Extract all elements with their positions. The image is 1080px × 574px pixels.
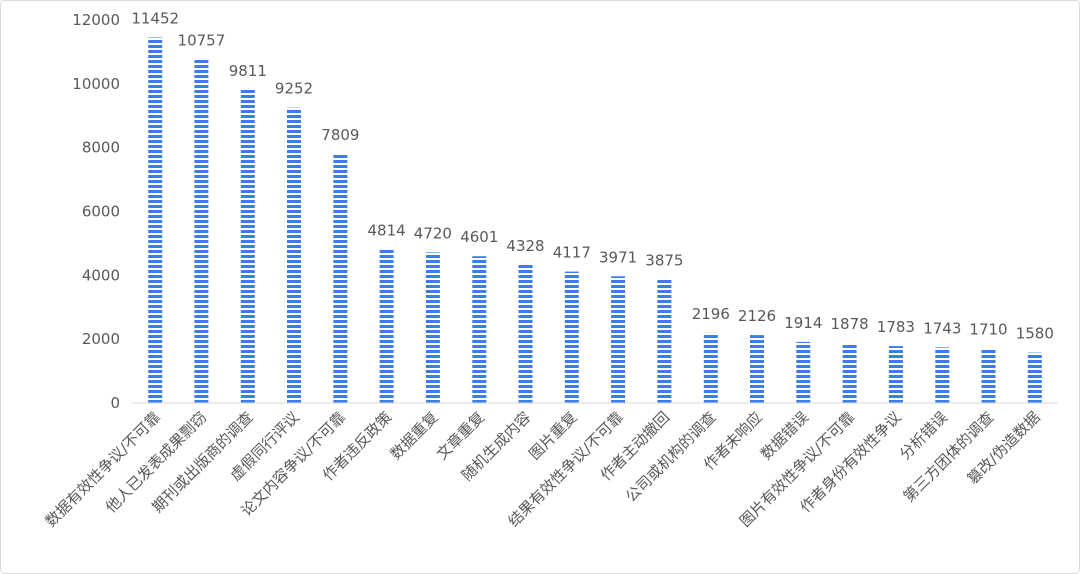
- bar: [796, 341, 811, 403]
- y-tick-label: 4000: [82, 266, 120, 284]
- bar: [611, 276, 626, 403]
- bar: [703, 332, 718, 403]
- bar: [472, 256, 487, 403]
- bar: [657, 279, 672, 403]
- bars: [148, 37, 1042, 404]
- bar: [194, 59, 209, 403]
- y-tick-label: 6000: [82, 203, 120, 221]
- bar: [842, 343, 857, 403]
- data-label: 1783: [877, 318, 915, 336]
- data-label: 9252: [275, 80, 313, 98]
- data-label: 7809: [321, 126, 359, 144]
- data-label: 1743: [923, 319, 961, 337]
- data-label: 9811: [229, 62, 267, 80]
- bar: [148, 37, 163, 403]
- y-tick-label: 10000: [72, 75, 120, 93]
- data-label: 1580: [1016, 325, 1054, 343]
- data-label: 3875: [645, 251, 683, 269]
- bar: [287, 107, 301, 403]
- data-label: 1878: [831, 315, 869, 333]
- bar: [379, 249, 394, 403]
- y-tick-label: 12000: [72, 11, 120, 29]
- data-label: 2196: [692, 305, 730, 323]
- bar: [518, 264, 533, 403]
- bar: [564, 271, 579, 403]
- data-label: 3971: [599, 248, 637, 266]
- bar: [333, 153, 348, 403]
- y-axis: 0 2000 4000 6000 8000 10000 12000: [72, 11, 120, 412]
- data-label: 1710: [969, 320, 1007, 338]
- data-label: 4117: [553, 244, 591, 262]
- y-tick-label: 2000: [82, 330, 120, 348]
- bar: [935, 347, 950, 403]
- bar: [888, 346, 903, 403]
- bar: [1027, 352, 1042, 403]
- data-label: 4720: [414, 224, 452, 242]
- data-label: 1914: [784, 314, 822, 332]
- data-label: 4814: [368, 221, 406, 239]
- data-label: 10757: [178, 32, 226, 50]
- data-label: 11452: [131, 10, 179, 28]
- bar: [981, 348, 996, 403]
- data-label: 2126: [738, 307, 776, 325]
- bar: [750, 335, 764, 403]
- y-tick-label: 8000: [82, 139, 120, 157]
- y-tick-label: 0: [110, 394, 120, 412]
- bar: [240, 89, 255, 404]
- data-label: 4328: [506, 237, 544, 255]
- data-label: 4601: [460, 228, 498, 246]
- bar: [425, 252, 440, 403]
